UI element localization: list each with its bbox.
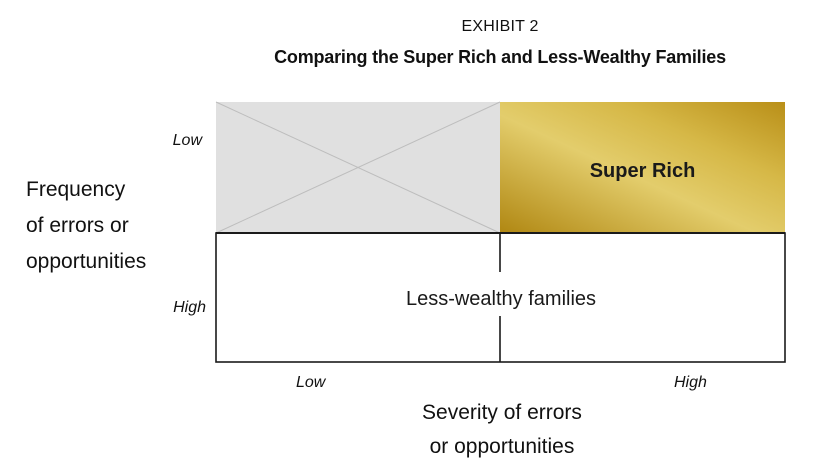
y-tick-low: Low [172, 132, 202, 149]
x-axis-label: Severity of errors or opportunities [352, 396, 652, 464]
quadrant-top-right [500, 102, 785, 233]
y-axis-label-line-3: opportunities [26, 250, 147, 273]
exhibit-title: Comparing the Super Rich and Less-Wealth… [274, 47, 726, 67]
x-tick-low: Low [296, 374, 326, 391]
y-axis-label-line-2: of errors or [26, 214, 129, 237]
y-axis-label-line-1: Frequency [26, 178, 126, 201]
less-wealthy-label: Less-wealthy families [405, 288, 597, 310]
cross-line-2 [215, 101, 501, 234]
y-axis-label: Frequency of errors or opportunities [26, 172, 196, 280]
super-rich-label: Super Rich [589, 160, 696, 182]
x-axis-label-line-2: or opportunities [429, 435, 575, 458]
exhibit-label: EXHIBIT 2 [461, 18, 539, 35]
x-axis-label-line-1: Severity of errors [422, 401, 582, 424]
y-tick-high: High [173, 299, 206, 316]
x-tick-high: High [674, 374, 707, 391]
